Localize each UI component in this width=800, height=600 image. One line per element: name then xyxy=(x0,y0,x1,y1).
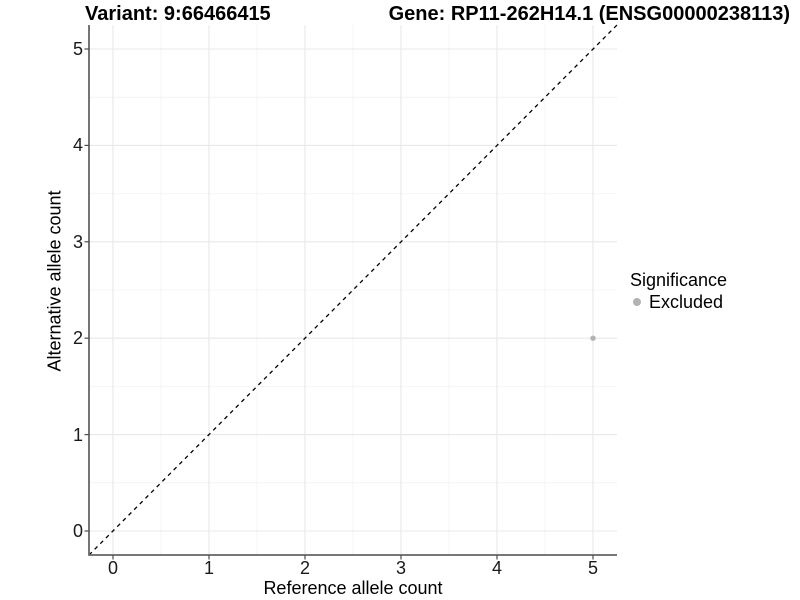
x-tick-label: 1 xyxy=(203,558,214,578)
x-tick-label: 0 xyxy=(107,558,118,578)
y-tick-label: 4 xyxy=(72,135,83,156)
plot-title-gene: Gene: RP11-262H14.1 (ENSG00000238113) xyxy=(388,3,790,25)
legend-title: Significance xyxy=(630,270,728,290)
legend-item-excluded: Excluded xyxy=(633,292,727,312)
y-tick-label: 3 xyxy=(72,231,83,252)
x-tick-label: 4 xyxy=(491,558,502,578)
axis-lines xyxy=(88,25,617,556)
x-tick-label: 2 xyxy=(299,558,310,578)
y-tick-label: 2 xyxy=(72,328,83,349)
data-point xyxy=(590,335,596,341)
legend-item-label: Excluded xyxy=(649,292,724,312)
y-tick-label: 0 xyxy=(72,521,83,541)
x-tick-label: 5 xyxy=(587,558,598,578)
y-tick-label: 5 xyxy=(72,39,83,59)
y-tick-label: 1 xyxy=(72,424,83,445)
plot-title-variant: Variant: 9:66466415 xyxy=(85,3,271,25)
legend: Significance Excluded xyxy=(630,270,727,312)
x-axis-label: Reference allele count xyxy=(263,578,443,598)
x-tick-label: 3 xyxy=(395,558,406,578)
legend-key-circle-icon xyxy=(633,298,641,306)
